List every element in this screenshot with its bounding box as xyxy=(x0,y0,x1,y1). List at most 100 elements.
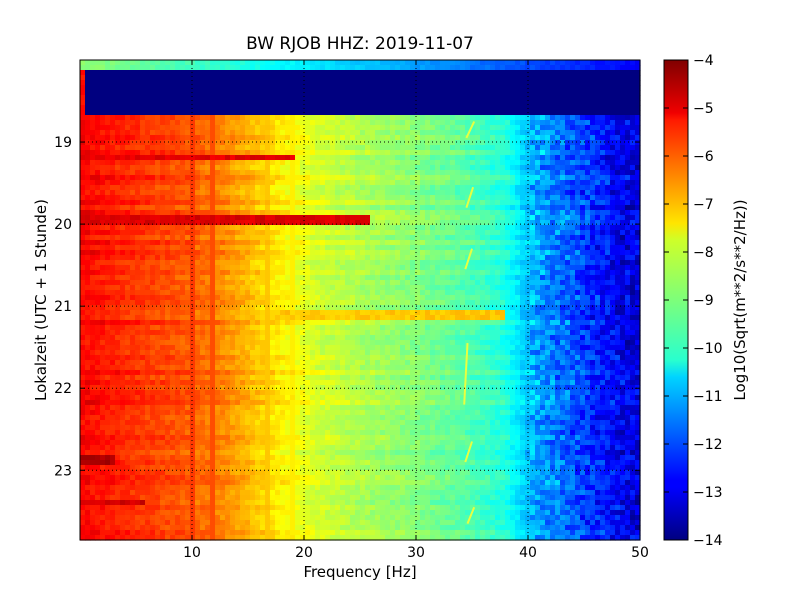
heatmap-cell xyxy=(120,75,126,81)
heatmap-cell xyxy=(200,80,206,86)
heatmap-cell xyxy=(450,180,456,186)
heatmap-cell xyxy=(510,85,516,91)
heatmap-cell xyxy=(120,170,126,176)
heatmap-cell xyxy=(535,265,541,271)
heatmap-cell xyxy=(530,135,536,141)
heatmap-cell xyxy=(555,255,561,261)
heatmap-cell xyxy=(550,250,556,256)
heatmap-cell xyxy=(465,75,471,81)
heatmap-cell xyxy=(250,195,256,201)
heatmap-cell xyxy=(175,130,181,136)
heatmap-cell xyxy=(345,175,351,181)
heatmap-cell xyxy=(160,245,166,251)
heatmap-cell xyxy=(105,115,111,121)
heatmap-cell xyxy=(280,275,286,281)
heatmap-cell xyxy=(440,210,446,216)
heatmap-cell xyxy=(575,65,581,71)
heatmap-cell xyxy=(195,155,201,161)
heatmap-cell xyxy=(425,140,431,146)
heatmap-cell xyxy=(350,225,356,231)
heatmap-cell xyxy=(555,90,561,96)
heatmap-cell xyxy=(540,90,546,96)
heatmap-cell xyxy=(220,230,226,236)
heatmap-cell xyxy=(530,80,536,86)
heatmap-cell xyxy=(255,195,261,201)
heatmap-cell xyxy=(165,255,171,261)
heatmap-cell xyxy=(320,140,326,146)
heatmap-cell xyxy=(620,200,626,206)
heatmap-cell xyxy=(545,270,551,276)
heatmap-cell xyxy=(420,215,426,221)
heatmap-cell xyxy=(310,110,316,116)
heatmap-cell xyxy=(290,175,296,181)
heatmap-cell xyxy=(160,140,166,146)
heatmap-cell xyxy=(125,155,131,161)
heatmap-cell xyxy=(355,280,361,286)
heatmap-cell xyxy=(350,185,356,191)
heatmap-cell xyxy=(485,150,491,156)
heatmap-cell xyxy=(510,135,516,141)
heatmap-cell xyxy=(145,245,151,251)
heatmap-cell xyxy=(350,115,356,121)
heatmap-cell xyxy=(360,215,366,221)
heatmap-cell xyxy=(190,85,196,91)
heatmap-cell xyxy=(255,160,261,166)
heatmap-cell xyxy=(385,80,391,86)
heatmap-cell xyxy=(425,120,431,126)
heatmap-cell xyxy=(455,235,461,241)
heatmap-cell xyxy=(120,85,126,91)
heatmap-cell xyxy=(230,115,236,121)
heatmap-cell xyxy=(125,280,131,286)
heatmap-cell xyxy=(135,160,141,166)
heatmap-cell xyxy=(95,265,101,271)
heatmap-cell xyxy=(130,165,136,171)
heatmap-cell xyxy=(435,265,441,271)
heatmap-cell xyxy=(630,155,636,161)
heatmap-cell xyxy=(220,220,226,226)
heatmap-cell xyxy=(610,270,616,276)
heatmap-cell xyxy=(520,85,526,91)
heatmap-cell xyxy=(635,165,641,171)
heatmap-cell xyxy=(100,145,106,151)
heatmap-cell xyxy=(510,105,516,111)
heatmap-cell xyxy=(510,160,516,166)
heatmap-cell xyxy=(380,100,386,106)
heatmap-cell xyxy=(385,275,391,281)
heatmap-cell xyxy=(540,140,546,146)
heatmap-cell xyxy=(140,165,146,171)
heatmap-cell xyxy=(585,230,591,236)
heatmap-cell xyxy=(400,175,406,181)
heatmap-cell xyxy=(400,220,406,226)
heatmap-cell xyxy=(330,115,336,121)
heatmap-cell xyxy=(525,140,531,146)
heatmap-cell xyxy=(610,105,616,111)
heatmap-cell xyxy=(135,75,141,81)
heatmap-cell xyxy=(175,120,181,126)
heatmap-cell xyxy=(465,65,471,71)
heatmap-cell xyxy=(205,230,211,236)
heatmap-cell xyxy=(205,130,211,136)
heatmap-cell xyxy=(410,130,416,136)
heatmap-cell xyxy=(420,95,426,101)
heatmap-cell xyxy=(525,65,531,71)
heatmap-cell xyxy=(400,255,406,261)
heatmap-cell xyxy=(210,185,216,191)
heatmap-cell xyxy=(260,210,266,216)
heatmap-cell xyxy=(565,120,571,126)
heatmap-cell xyxy=(465,235,471,241)
heatmap-cell xyxy=(440,250,446,256)
heatmap-cell xyxy=(360,100,366,106)
heatmap-cell xyxy=(160,165,166,171)
heatmap-cell xyxy=(425,95,431,101)
heatmap-cell xyxy=(210,70,216,76)
heatmap-cell xyxy=(465,135,471,141)
heatmap-cell xyxy=(535,215,541,221)
heatmap-cell xyxy=(200,200,206,206)
heatmap-cell xyxy=(425,220,431,226)
heatmap-cell xyxy=(280,85,286,91)
heatmap-cell xyxy=(400,180,406,186)
heatmap-cell xyxy=(575,200,581,206)
heatmap-cell xyxy=(450,250,456,256)
heatmap-cell xyxy=(315,235,321,241)
heatmap-cell xyxy=(630,185,636,191)
